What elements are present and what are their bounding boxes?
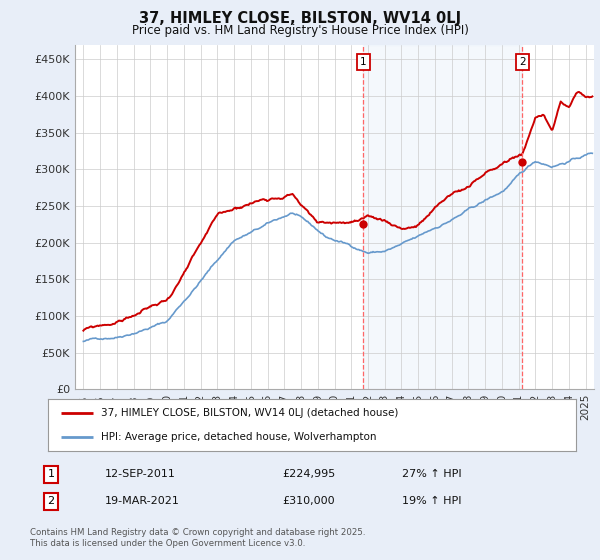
Text: 37, HIMLEY CLOSE, BILSTON, WV14 0LJ: 37, HIMLEY CLOSE, BILSTON, WV14 0LJ bbox=[139, 11, 461, 26]
Text: Contains HM Land Registry data © Crown copyright and database right 2025.
This d: Contains HM Land Registry data © Crown c… bbox=[30, 528, 365, 548]
Text: 12-SEP-2011: 12-SEP-2011 bbox=[105, 469, 176, 479]
Text: 37, HIMLEY CLOSE, BILSTON, WV14 0LJ (detached house): 37, HIMLEY CLOSE, BILSTON, WV14 0LJ (det… bbox=[101, 408, 398, 418]
Text: 19-MAR-2021: 19-MAR-2021 bbox=[105, 496, 180, 506]
Text: £224,995: £224,995 bbox=[282, 469, 335, 479]
Text: 19% ↑ HPI: 19% ↑ HPI bbox=[402, 496, 461, 506]
Text: 2: 2 bbox=[47, 496, 55, 506]
Text: 27% ↑ HPI: 27% ↑ HPI bbox=[402, 469, 461, 479]
Text: 1: 1 bbox=[360, 57, 367, 67]
Text: 2: 2 bbox=[519, 57, 526, 67]
Text: HPI: Average price, detached house, Wolverhampton: HPI: Average price, detached house, Wolv… bbox=[101, 432, 376, 442]
Bar bbox=[363, 45, 523, 389]
Text: 1: 1 bbox=[47, 469, 55, 479]
Text: Price paid vs. HM Land Registry's House Price Index (HPI): Price paid vs. HM Land Registry's House … bbox=[131, 24, 469, 36]
Text: £310,000: £310,000 bbox=[282, 496, 335, 506]
